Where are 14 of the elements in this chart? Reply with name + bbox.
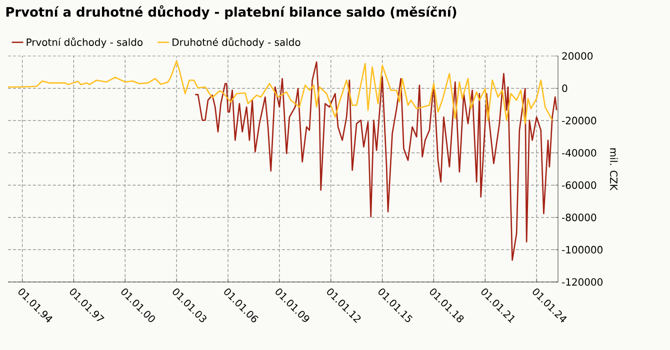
line-series [8,60,553,124]
legend-label: Druhotné důchody - saldo [172,37,300,48]
y-axis-title: mil. CZK [610,148,618,191]
y-tick-label: -120000 [562,278,602,286]
y-tick-label: -40000 [562,149,596,157]
y-tick-label: -60000 [562,181,596,189]
y-tick-label: -20000 [562,116,596,124]
y-tick-label: -80000 [562,214,596,222]
chart-title: Prvotní a druhotné důchody - platební bilance saldo (měsíční) [6,5,456,20]
line-series [194,61,558,261]
y-tick-label: -100000 [562,246,602,254]
y-tick-label: 0 [562,84,568,92]
legend-label: Prvotní důchody - saldo [26,37,143,48]
y-tick-label: 20000 [562,52,593,60]
